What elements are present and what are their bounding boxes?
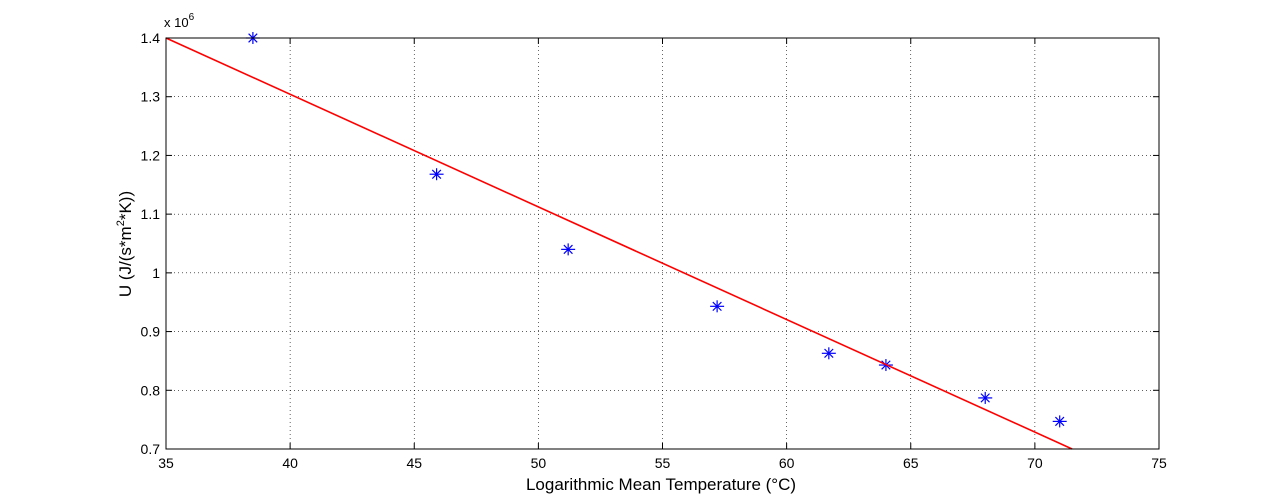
- data-series: [165, 32, 1073, 450]
- y-tick-label: 1.1: [141, 206, 161, 222]
- data-point-marker: [978, 391, 993, 404]
- y-axis-title: U (J/(s*m2*K)): [115, 191, 135, 297]
- axis-ticks: 35 40 45 50 55 60 65 70 75 0.7 0.8 0.9 1 1.1 1.2 1.3 1.4: [141, 30, 1167, 471]
- data-point-marker: [1052, 415, 1067, 428]
- y-tick-label: 0.7: [141, 441, 161, 457]
- data-point-marker: [429, 168, 444, 181]
- data-point-marker: [821, 347, 836, 360]
- x-tick-label: 40: [282, 455, 298, 471]
- y-tick-label: 0.9: [141, 324, 161, 340]
- grid-lines: [166, 38, 1159, 449]
- x-tick-label: 55: [655, 455, 671, 471]
- data-point-marker: [710, 300, 725, 313]
- y-tick-label: 1.4: [141, 30, 161, 46]
- x-tick-label: 70: [1027, 455, 1043, 471]
- y-axis-multiplier-exponent: 6: [189, 12, 195, 23]
- plot-frame: [165, 37, 1160, 450]
- y-tick-label: 1.2: [141, 147, 161, 163]
- x-tick-label: 45: [406, 455, 422, 471]
- y-axis-title-tail: *K)): [116, 191, 135, 220]
- y-axis-multiplier: x 106: [164, 12, 195, 30]
- x-tick-label: 35: [158, 455, 174, 471]
- x-tick-label: 75: [1151, 455, 1167, 471]
- y-tick-label: 0.8: [141, 382, 161, 398]
- fit-line: [165, 37, 1073, 450]
- y-axis-title-base: U (J/(s*m: [116, 226, 135, 297]
- x-tick-label: 65: [903, 455, 919, 471]
- y-tick-label: 1.3: [141, 89, 161, 105]
- x-tick-label: 60: [779, 455, 795, 471]
- x-tick-label: 50: [531, 455, 547, 471]
- data-point-marker: [561, 243, 576, 256]
- x-axis-title: Logarithmic Mean Temperature (°C): [526, 475, 796, 494]
- y-tick-label: 1: [152, 265, 160, 281]
- y-axis-title-superscript: 2: [115, 220, 127, 226]
- y-axis-multiplier-base: x 10: [164, 15, 189, 30]
